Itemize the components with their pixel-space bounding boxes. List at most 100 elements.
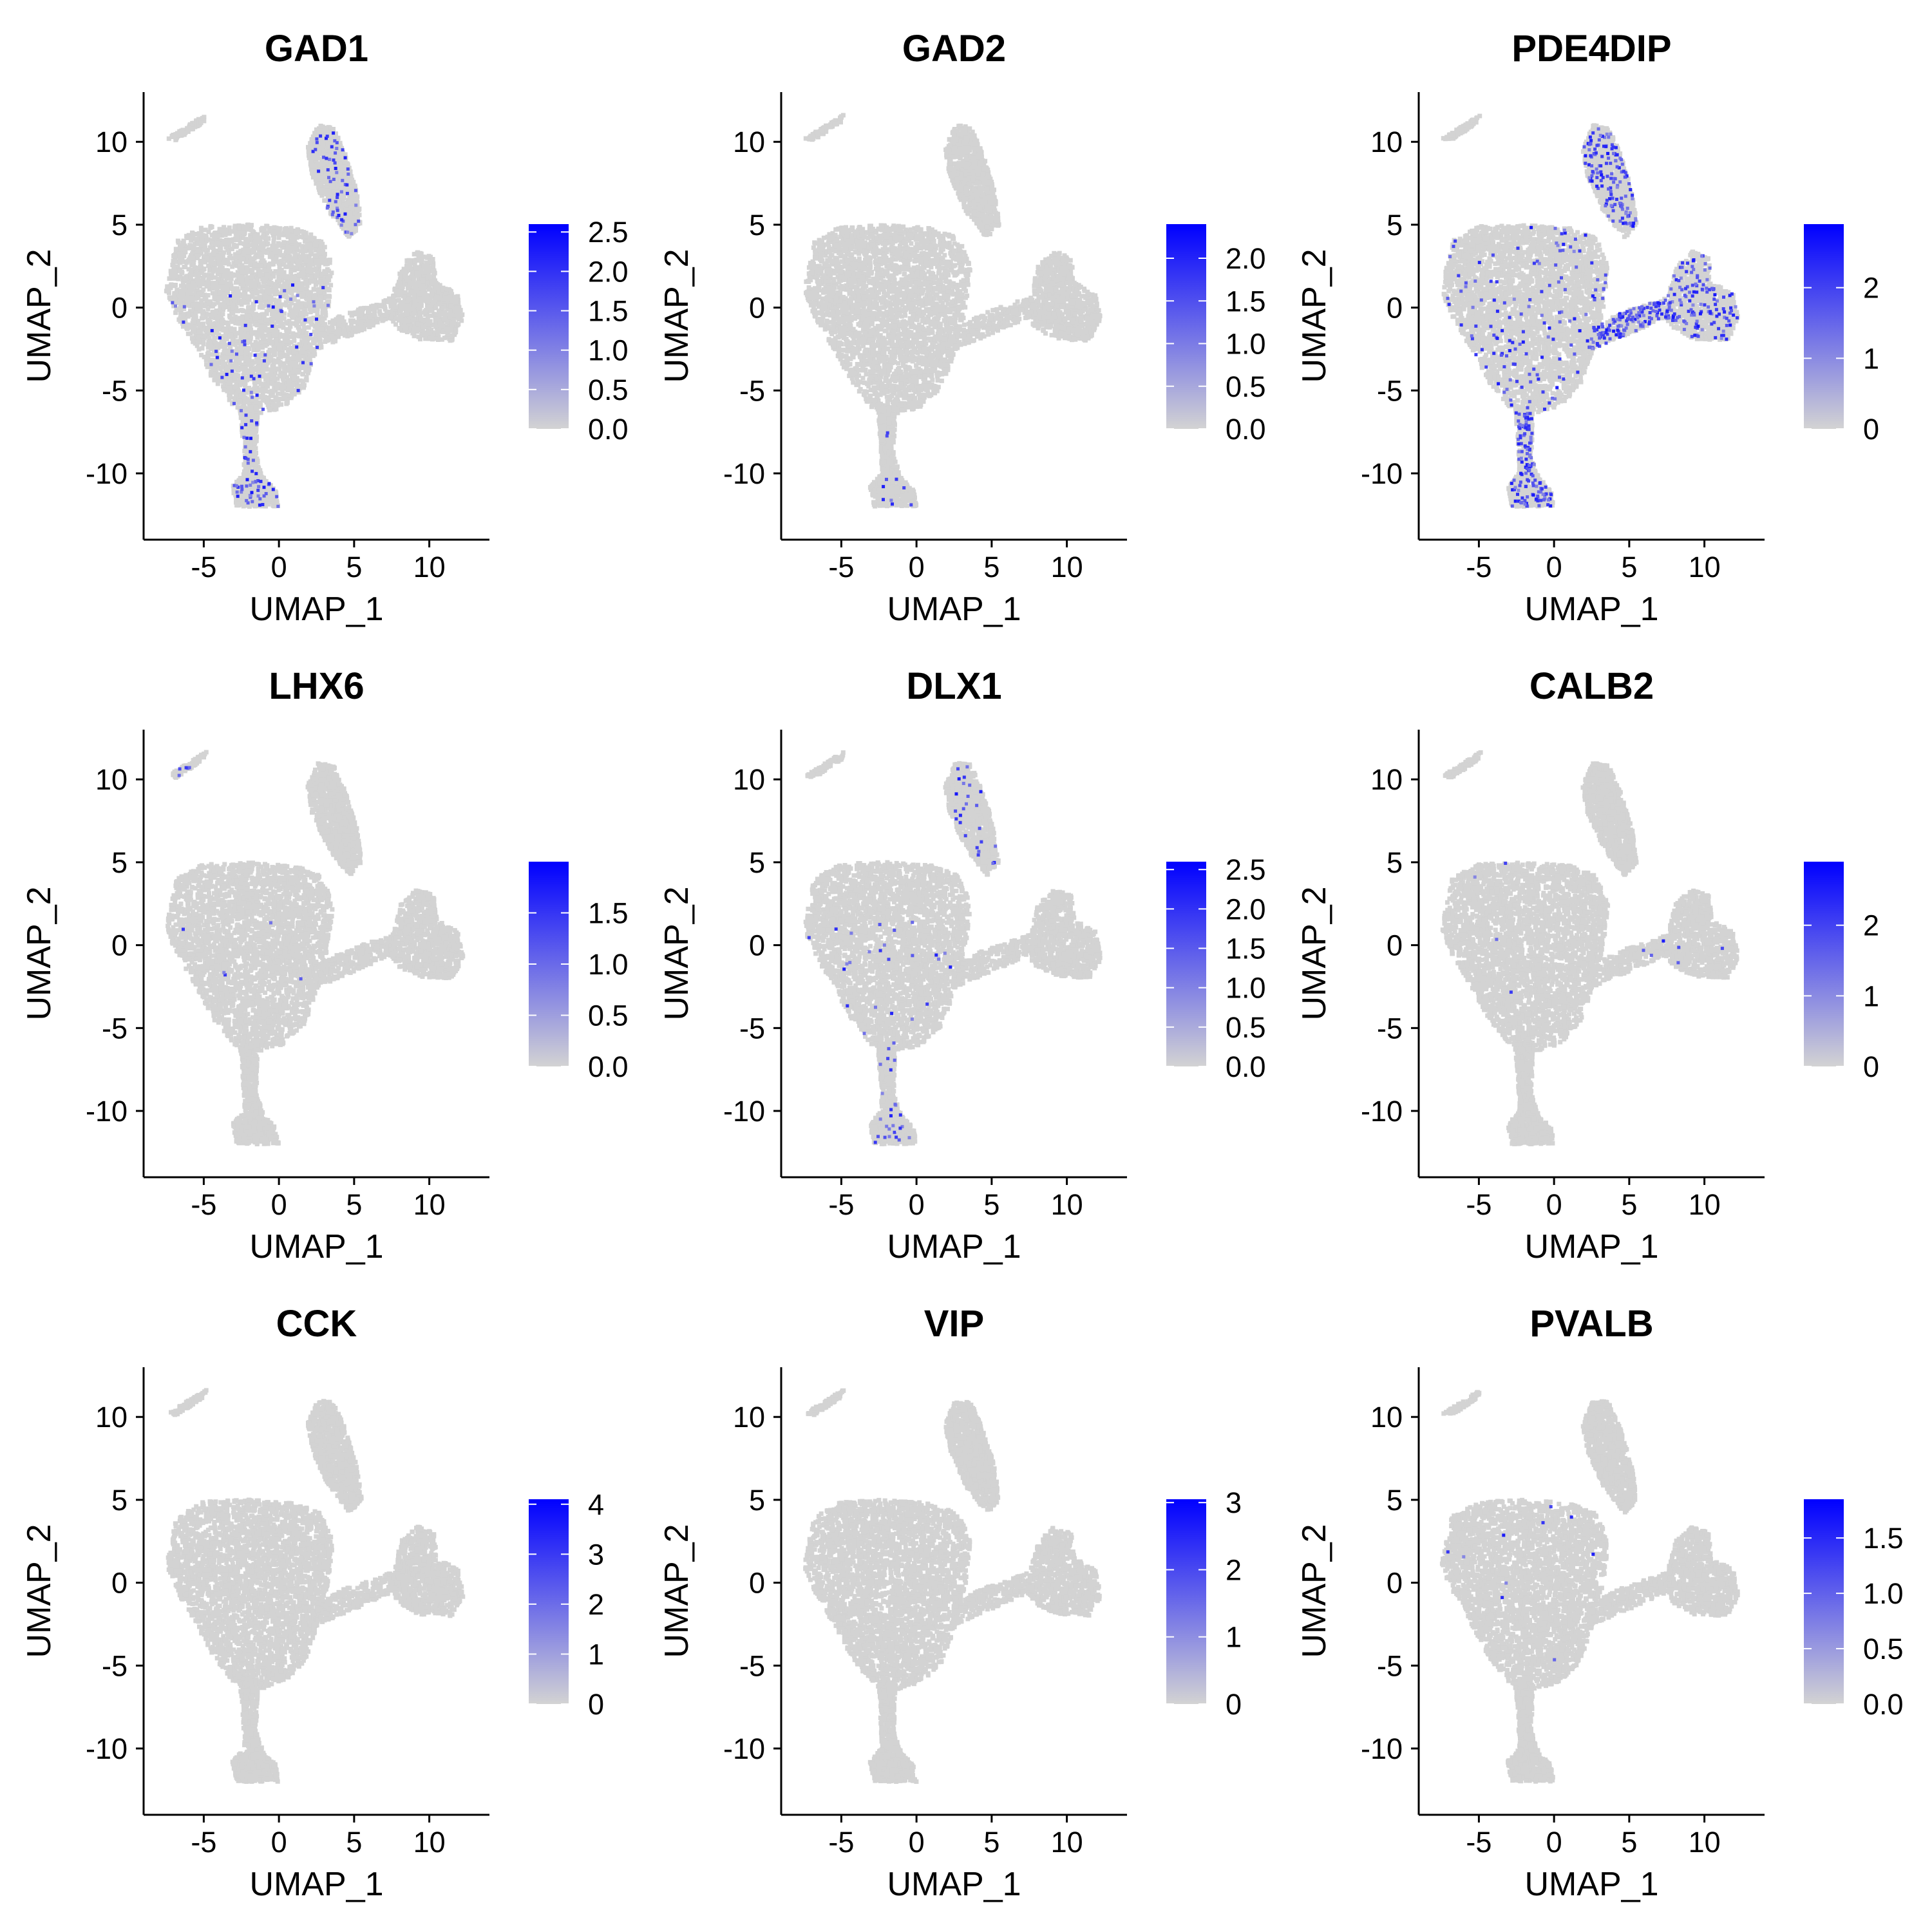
cell-point: [279, 334, 283, 339]
cell-point: [197, 231, 202, 236]
cell-point: [308, 310, 313, 314]
panel-title: GAD1: [265, 28, 368, 70]
cell-point: [327, 299, 331, 304]
cell-point: [280, 386, 285, 391]
cell-point: [173, 297, 177, 301]
cell-point: [167, 296, 172, 300]
cell-point: [321, 250, 325, 254]
cell-point: [251, 307, 256, 311]
cell-point: [186, 332, 191, 336]
cell-point: [216, 295, 221, 299]
cell-point: [259, 410, 263, 415]
cell-point: [254, 312, 258, 316]
cell-point: [291, 350, 296, 355]
cell-point: [271, 272, 276, 277]
cell-point: [260, 289, 265, 294]
cell-point: [191, 314, 196, 319]
cell-point: [303, 287, 308, 291]
cell-point: [270, 317, 275, 322]
cell-point: [212, 378, 216, 383]
cell-cloud: [164, 115, 464, 509]
cell-point: [276, 392, 280, 396]
cell-point: [309, 321, 314, 325]
cell-point: [328, 283, 333, 287]
cell-point: [272, 365, 276, 369]
cell-point: [212, 267, 216, 272]
cell-point: [225, 321, 230, 325]
cell-point: [284, 321, 289, 325]
cell-point: [263, 325, 267, 329]
cell-point: [295, 235, 299, 240]
cell-point: [247, 346, 251, 351]
cell-point: [265, 224, 269, 229]
cell-point: [273, 352, 278, 357]
cell-point: [203, 243, 207, 247]
cell-point: [206, 263, 211, 268]
cell-point: [230, 247, 234, 251]
cell-point: [303, 255, 308, 260]
cell-point: [281, 240, 286, 245]
cell-point: [265, 236, 270, 240]
cell-point: [205, 356, 209, 361]
cell-point: [252, 316, 257, 321]
cell-point: [225, 355, 229, 360]
cell-point: [182, 278, 187, 282]
cell-point: [314, 254, 318, 259]
cell-point: [187, 259, 191, 263]
cell-point: [327, 294, 332, 299]
cell-point: [323, 245, 327, 249]
cell-point: [272, 225, 277, 230]
cell-point: [216, 277, 220, 281]
cell-point: [181, 325, 185, 329]
cell-point: [315, 308, 319, 313]
cell-point: [307, 325, 311, 330]
cell-point: [323, 294, 327, 299]
cell-point: [304, 234, 308, 239]
cell-point: [199, 226, 204, 231]
cell-point: [316, 251, 321, 255]
cell-point: [207, 268, 212, 272]
cell-point: [292, 339, 296, 343]
cell-point: [234, 280, 238, 285]
cell-point: [269, 328, 274, 332]
cell-point: [267, 348, 272, 353]
feature-panel: GAD1-5 0 5 10-10-50510UMAP_1UMAP_20.00.51.0…: [21, 28, 629, 628]
cell-point: [220, 242, 224, 247]
cell-point: [282, 361, 287, 366]
cell-point: [319, 299, 323, 303]
cell-point: [254, 322, 259, 327]
cell-point: [199, 353, 204, 357]
cell-point: [267, 229, 272, 234]
cell-point: [288, 325, 292, 329]
cell-point: [232, 396, 237, 401]
cell-point: [287, 350, 292, 355]
cell-point: [232, 376, 237, 381]
cell-point: [235, 309, 240, 314]
cell-point: [269, 281, 274, 285]
cell-point: [249, 275, 253, 279]
cell-point: [258, 236, 262, 240]
cell-point: [267, 390, 272, 394]
cell-point: [206, 293, 211, 298]
cell-point: [277, 243, 281, 248]
cell-point: [263, 269, 268, 274]
cell-point: [228, 254, 232, 258]
cell-point: [186, 314, 191, 319]
cell-point: [299, 234, 303, 239]
cell-point: [211, 352, 216, 357]
cell-point: [309, 316, 314, 321]
cell-point: [283, 284, 288, 289]
cell-point: [178, 260, 183, 265]
cell-point: [279, 253, 284, 258]
cell-point: [323, 279, 327, 284]
cell-point: [222, 279, 226, 284]
cell-point: [217, 233, 222, 238]
cell-point: [254, 366, 258, 370]
cell-point: [230, 265, 234, 269]
cell-point: [303, 311, 308, 316]
cell-point: [247, 305, 251, 310]
cell-point: [251, 361, 255, 366]
cell-point: [247, 397, 251, 401]
cell-point: [232, 327, 237, 332]
